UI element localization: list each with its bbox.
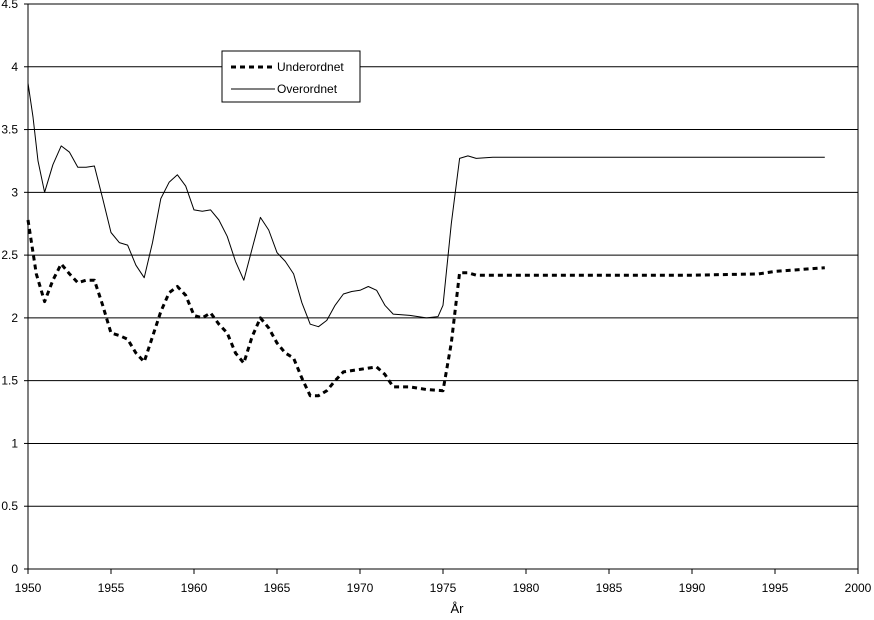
legend-label-underordnet: Underordnet bbox=[277, 60, 344, 74]
y-tick-label: 4.5 bbox=[1, 0, 18, 11]
y-tick-label: 3 bbox=[11, 185, 18, 199]
series-line-underordnet bbox=[26, 219, 825, 398]
x-tick-label: 1955 bbox=[98, 581, 125, 595]
legend: Underordnet Overordnet bbox=[221, 50, 361, 103]
y-tick-label: 1 bbox=[11, 436, 18, 450]
y-tick-label: 4 bbox=[11, 60, 18, 74]
series-lines bbox=[26, 83, 825, 398]
y-axis-ticks: 0 0.5 1 1.5 2 2.5 3 3.5 4 4.5 bbox=[1, 0, 28, 576]
gridlines bbox=[28, 3, 858, 570]
y-tick-label: 2 bbox=[11, 311, 18, 325]
x-tick-label: 1995 bbox=[762, 581, 789, 595]
legend-box bbox=[221, 50, 361, 103]
x-tick-label: 2000 bbox=[845, 581, 872, 595]
x-tick-label: 1980 bbox=[513, 581, 540, 595]
plot-area-frame bbox=[27, 3, 859, 570]
x-tick-label: 1990 bbox=[679, 581, 706, 595]
y-tick-label: 3.5 bbox=[1, 123, 18, 137]
x-tick-label: 1985 bbox=[596, 581, 623, 595]
y-tick-label: 0.5 bbox=[1, 499, 18, 513]
x-tick-label: 1970 bbox=[347, 581, 374, 595]
x-tick-label: 1960 bbox=[181, 581, 208, 595]
series-line-overordnet bbox=[27, 83, 825, 328]
x-axis-title: År bbox=[451, 601, 465, 616]
x-tick-label: 1950 bbox=[15, 581, 42, 595]
x-tick-label: 1975 bbox=[430, 581, 457, 595]
y-tick-label: 1.5 bbox=[1, 374, 18, 388]
x-axis-ticks: 1950 1955 1960 1965 1970 1975 1980 1985 1990 1995… bbox=[15, 569, 872, 595]
y-tick-label: 0 bbox=[11, 562, 18, 576]
y-tick-label: 2.5 bbox=[1, 248, 18, 262]
legend-label-overordnet: Overordnet bbox=[277, 82, 338, 96]
x-tick-label: 1965 bbox=[264, 581, 291, 595]
